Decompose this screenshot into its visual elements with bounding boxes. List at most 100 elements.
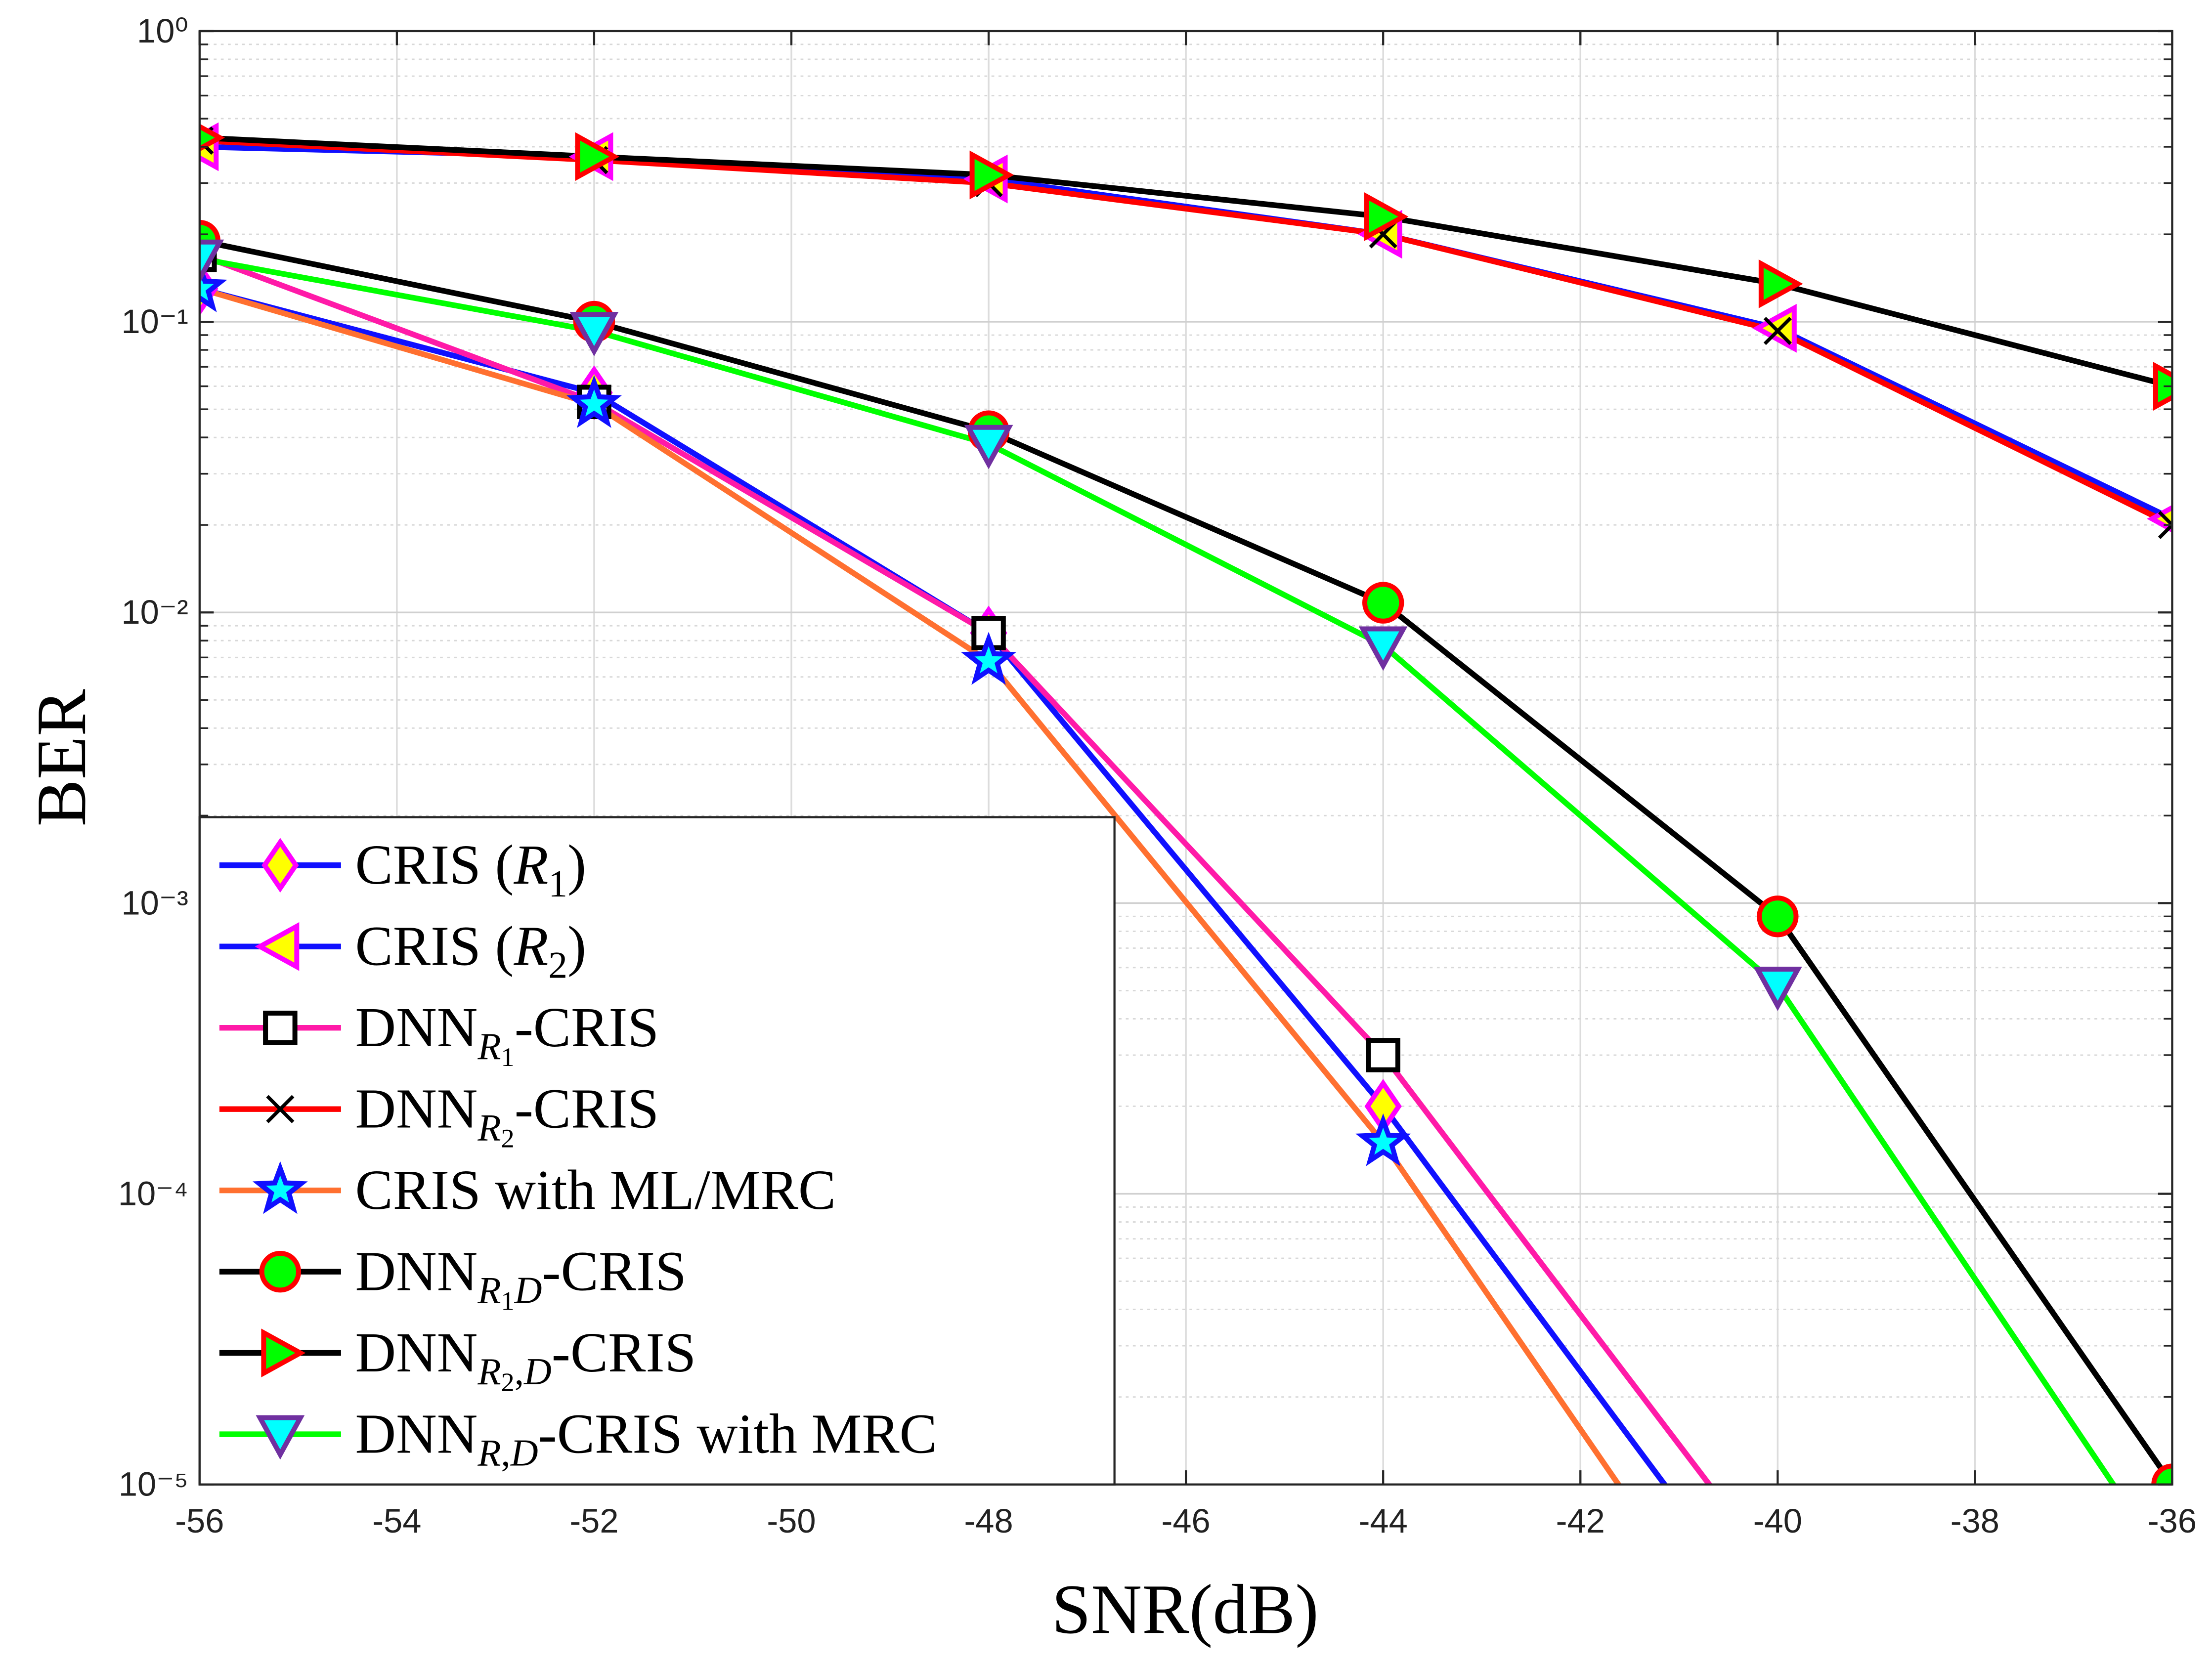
legend-label-part: 1 <box>501 1286 515 1316</box>
plot-frame <box>198 30 2173 1486</box>
marker <box>1358 626 1408 671</box>
marker <box>1355 1113 1411 1166</box>
legend-label-part: R <box>477 1025 501 1067</box>
marker <box>2153 362 2172 411</box>
x-axis-label: SNR(dB) <box>1052 1570 1319 1648</box>
marker <box>199 124 225 152</box>
x-tick-label: -36 <box>2148 1502 2197 1540</box>
legend-label-part: ) <box>567 833 586 896</box>
series-line <box>199 256 2117 1485</box>
marker <box>2152 1555 2193 1592</box>
legend-label: CRIS (R2) <box>355 914 586 986</box>
legend-label-part: DNN <box>355 1077 477 1140</box>
legend-label-part: 1 <box>548 862 567 905</box>
legend-label-part: R <box>477 1350 501 1393</box>
marker <box>1364 192 1409 241</box>
x-tick-label: -54 <box>372 1502 421 1540</box>
marker <box>199 259 227 312</box>
legend-label-part: D <box>510 1431 538 1474</box>
marker <box>255 922 300 971</box>
marker <box>2151 1463 2172 1485</box>
marker <box>566 375 622 428</box>
legend-label-part: 1 <box>501 1042 515 1072</box>
x-tick-label: -56 <box>175 1502 224 1540</box>
legend-label: DNNR,D-CRIS with MRC <box>355 1402 937 1474</box>
y-tick-label: 10⁻⁵ <box>119 1465 188 1503</box>
y-tick-label: 10⁻² <box>121 593 188 631</box>
marker <box>1362 582 1404 624</box>
marker <box>575 132 620 181</box>
legend-label-part: , <box>515 1350 524 1393</box>
marker <box>261 838 299 893</box>
marker <box>1763 317 1792 345</box>
y-tick-label: 10⁻¹ <box>121 302 188 341</box>
y-axis-label: BER <box>22 689 100 827</box>
marker <box>256 1415 305 1460</box>
y-tick-label: 10⁰ <box>137 12 188 50</box>
legend-label-part: R <box>477 1431 501 1474</box>
legend-label-part: 2 <box>501 1367 515 1397</box>
legend-label-part: R <box>514 833 549 896</box>
marker <box>569 312 619 356</box>
x-tick-label: -52 <box>569 1502 618 1540</box>
x-tick-label: -50 <box>767 1502 816 1540</box>
legend-label-part: , <box>501 1431 511 1474</box>
marker <box>964 425 1013 469</box>
x-tick-label: -44 <box>1359 1502 1408 1540</box>
legend-label-part: DNN <box>355 1321 477 1384</box>
legend-label-part: DNN <box>355 996 477 1059</box>
marker <box>1366 1038 1400 1072</box>
x-tick-label: -48 <box>964 1502 1013 1540</box>
legend: CRIS (R1)CRIS (R2)DNNR1-CRISDNNR2-CRISCR… <box>198 816 1116 1486</box>
legend-label-part: CRIS ( <box>355 914 514 977</box>
legend-label-part: ) <box>567 914 586 977</box>
legend-label-part: 2 <box>548 943 567 986</box>
marker <box>252 1161 308 1214</box>
marker <box>261 1328 306 1378</box>
legend-label-part: -CRIS <box>515 1077 659 1140</box>
legend-label-part: CRIS with ML/MRC <box>355 1158 836 1221</box>
marker <box>960 632 1017 685</box>
marker <box>1762 1614 1793 1660</box>
legend-box <box>198 816 1116 1486</box>
marker <box>2158 511 2172 539</box>
legend-label-part: 2 <box>501 1123 515 1153</box>
legend-label-part: D <box>523 1350 552 1393</box>
marker <box>1753 966 1802 1011</box>
marker <box>1763 1560 1793 1589</box>
legend-label-part: R <box>514 914 549 977</box>
legend-label: DNNR2-CRIS <box>355 1077 659 1153</box>
x-tick-label: -38 <box>1951 1502 1999 1540</box>
marker <box>199 239 224 284</box>
legend-label-part: -CRIS <box>552 1321 696 1384</box>
series-markers <box>199 122 2193 1660</box>
series-line <box>199 137 2172 528</box>
x-tick-label: -46 <box>1162 1502 1211 1540</box>
legend-label-part: -CRIS <box>515 996 659 1059</box>
legend-label-part: CRIS ( <box>355 833 514 896</box>
legend-label-part: DNN <box>355 1402 477 1465</box>
legend-label: CRIS with ML/MRC <box>355 1158 836 1221</box>
series-line <box>199 238 2172 1485</box>
legend-label: CRIS (R1) <box>355 833 586 905</box>
marker <box>259 1250 302 1293</box>
y-tick-label: 10⁻³ <box>121 884 188 922</box>
legend-label-part: R <box>477 1106 501 1149</box>
legend-label: DNNR2,D-CRIS <box>355 1321 696 1397</box>
y-tick-label: 10⁻⁴ <box>118 1174 188 1212</box>
marker <box>266 1095 295 1123</box>
legend-label-part: -CRIS with MRC <box>538 1402 937 1465</box>
legend-label-part: D <box>514 1269 542 1311</box>
legend-label: DNNR1D-CRIS <box>355 1239 686 1316</box>
series-line <box>199 134 2172 389</box>
marker <box>263 1010 298 1045</box>
x-tick-label: -42 <box>1556 1502 1605 1540</box>
marker <box>969 150 1014 200</box>
legend-label-part: R <box>477 1269 501 1311</box>
marker <box>1758 259 1803 308</box>
marker <box>1757 896 1799 938</box>
legend-label-part: -CRIS <box>542 1239 686 1302</box>
legend-label: DNNR1-CRIS <box>355 996 659 1072</box>
x-tick-label: -40 <box>1753 1502 1802 1540</box>
